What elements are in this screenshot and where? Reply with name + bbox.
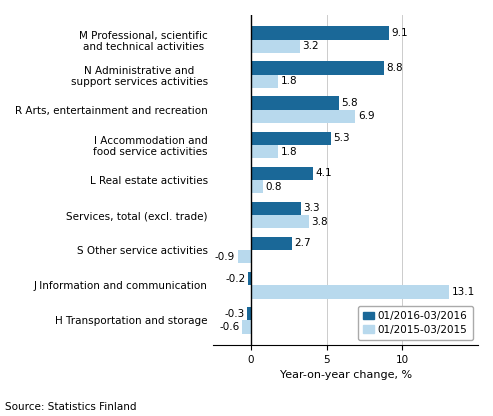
Bar: [251, 202, 301, 215]
Bar: [251, 26, 389, 40]
Text: 3.8: 3.8: [311, 217, 327, 227]
Text: 1.8: 1.8: [281, 146, 297, 156]
X-axis label: Year-on-year change, %: Year-on-year change, %: [280, 370, 412, 380]
Text: 6.9: 6.9: [358, 111, 374, 121]
Bar: [251, 131, 331, 145]
Text: 13.1: 13.1: [452, 287, 475, 297]
Text: 3.3: 3.3: [303, 203, 320, 213]
Bar: [248, 272, 251, 285]
Text: 4.1: 4.1: [316, 168, 332, 178]
Bar: [251, 285, 449, 299]
Text: Source: Statistics Finland: Source: Statistics Finland: [5, 402, 137, 412]
Bar: [251, 74, 279, 88]
Text: 0.8: 0.8: [266, 182, 282, 192]
Text: -0.6: -0.6: [219, 322, 240, 332]
Bar: [246, 307, 251, 320]
Bar: [251, 145, 279, 158]
Bar: [251, 61, 384, 74]
Bar: [251, 97, 339, 110]
Bar: [251, 167, 313, 180]
Bar: [251, 110, 355, 123]
Text: 2.7: 2.7: [294, 238, 311, 248]
Text: 3.2: 3.2: [302, 41, 318, 51]
Text: 8.8: 8.8: [387, 63, 403, 73]
Bar: [251, 237, 292, 250]
Text: 1.8: 1.8: [281, 76, 297, 87]
Legend: 01/2016-03/2016, 01/2015-03/2015: 01/2016-03/2016, 01/2015-03/2015: [358, 306, 473, 340]
Text: 9.1: 9.1: [391, 28, 408, 38]
Bar: [251, 180, 263, 193]
Bar: [242, 320, 251, 334]
Text: 5.8: 5.8: [341, 98, 358, 108]
Text: -0.9: -0.9: [215, 252, 235, 262]
Bar: [251, 40, 300, 53]
Text: 5.3: 5.3: [334, 133, 350, 143]
Text: -0.3: -0.3: [224, 309, 245, 319]
Text: -0.2: -0.2: [226, 274, 246, 284]
Bar: [238, 250, 251, 263]
Bar: [251, 215, 309, 228]
